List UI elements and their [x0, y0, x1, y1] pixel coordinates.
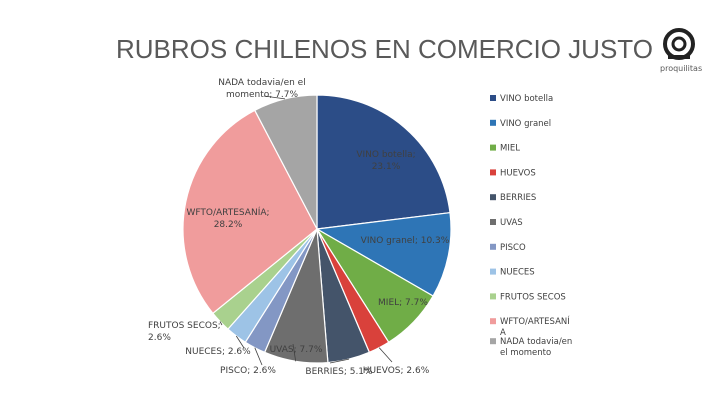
- slice-vino-botella: [316, 94, 451, 230]
- legend-item-wfto-artesania: WFTO/ARTESANÍ A: [490, 315, 570, 338]
- data-label-wfto-artesania: WFTO/ARTESANÍA; 28.2%: [186, 206, 269, 230]
- legend-item-uvas: UVAS: [490, 218, 523, 228]
- data-label-vino-granel: VINO granel; 10.3%: [361, 236, 450, 246]
- leader-nueces: [235, 335, 245, 349]
- leader-huevos: [378, 347, 393, 363]
- data-label-uvas: UVAS; 7.7%: [270, 345, 323, 355]
- data-label-nueces: NUECES; 2.6%: [185, 347, 251, 357]
- legend-label: HUEVOS: [500, 168, 536, 178]
- chart-title: RUBROS CHILENOS EN COMERCIO JUSTO: [116, 34, 653, 64]
- leader-berries: [329, 358, 350, 364]
- pie-slices: [182, 94, 452, 364]
- leader-lines: [219, 95, 393, 366]
- legend-item-nada-todavia-en-el-momento: NADA todavia/en el momento: [490, 337, 572, 358]
- logo-ring-outer: [663, 28, 695, 60]
- legend: VINO botella VINO granel MIEL HUEVOS BERRIES…: [490, 94, 572, 358]
- legend-item-huevos: HUEVOS: [490, 168, 536, 178]
- legend-item-vino-botella: VINO botella: [490, 94, 553, 104]
- legend-swatch: [490, 338, 496, 345]
- data-label-pisco: PISCO; 2.6%: [220, 366, 276, 376]
- legend-label: WFTO/ARTESANÍ A: [500, 315, 570, 338]
- logo-ring-inner: [671, 36, 687, 52]
- legend-swatch: [490, 144, 496, 151]
- leader-pisco: [254, 347, 263, 366]
- legend-item-vino-granel: VINO granel: [490, 119, 551, 129]
- legend-label: FRUTOS SECOS: [500, 292, 566, 302]
- data-label-miel: MIEL; 7.7%: [378, 298, 428, 308]
- legend-swatch: [490, 268, 496, 275]
- leader-nada-todavia-en-el-momento: [263, 95, 286, 100]
- legend-label: VINO granel: [500, 119, 551, 129]
- slice-wfto-artesania: [182, 109, 318, 315]
- data-labels: VINO botella; 23.1% VINO granel; 10.3% MIEL…: [148, 78, 450, 377]
- data-label-nada-todavia-en-el-momento: NADA todavia/en el momento; 7.7%: [218, 78, 305, 100]
- legend-label: BERRIES: [500, 193, 536, 203]
- legend-item-nueces: NUECES: [490, 268, 535, 278]
- legend-item-miel: MIEL: [490, 144, 520, 154]
- legend-swatch: [490, 318, 496, 325]
- legend-swatch: [490, 119, 496, 126]
- leader-uvas: [292, 343, 297, 362]
- data-label-huevos: HUEVOS; 2.6%: [363, 366, 430, 376]
- legend-label: UVAS: [500, 218, 523, 228]
- data-label-berries: BERRIES; 5.1%: [305, 367, 373, 377]
- legend-label: PISCO: [500, 243, 526, 253]
- leader-frutos-secos: [219, 321, 223, 326]
- legend-label: VINO botella: [500, 94, 553, 104]
- logo-brand-text: proquilitas: [660, 64, 702, 73]
- legend-item-frutos-secos: FRUTOS SECOS: [490, 292, 566, 302]
- legend-label: NADA todavia/en el momento: [500, 337, 572, 358]
- legend-label: NUECES: [500, 268, 535, 278]
- legend-swatch: [490, 243, 496, 250]
- brand-logo: proquilitas: [660, 28, 702, 73]
- logo-tail: [668, 55, 690, 59]
- legend-swatch: [490, 293, 496, 300]
- legend-swatch: [490, 219, 496, 225]
- legend-label: MIEL: [500, 144, 520, 154]
- data-label-vino-botella: VINO botella; 23.1%: [356, 150, 415, 172]
- legend-item-pisco: PISCO: [490, 243, 526, 253]
- slice-vino-granel: [315, 211, 452, 297]
- legend-swatch: [490, 194, 496, 201]
- data-label-frutos-secos: FRUTOS SECOS; 2.6%: [148, 321, 221, 343]
- legend-item-berries: BERRIES: [490, 193, 536, 203]
- legend-swatch: [490, 95, 496, 101]
- legend-swatch: [490, 169, 496, 176]
